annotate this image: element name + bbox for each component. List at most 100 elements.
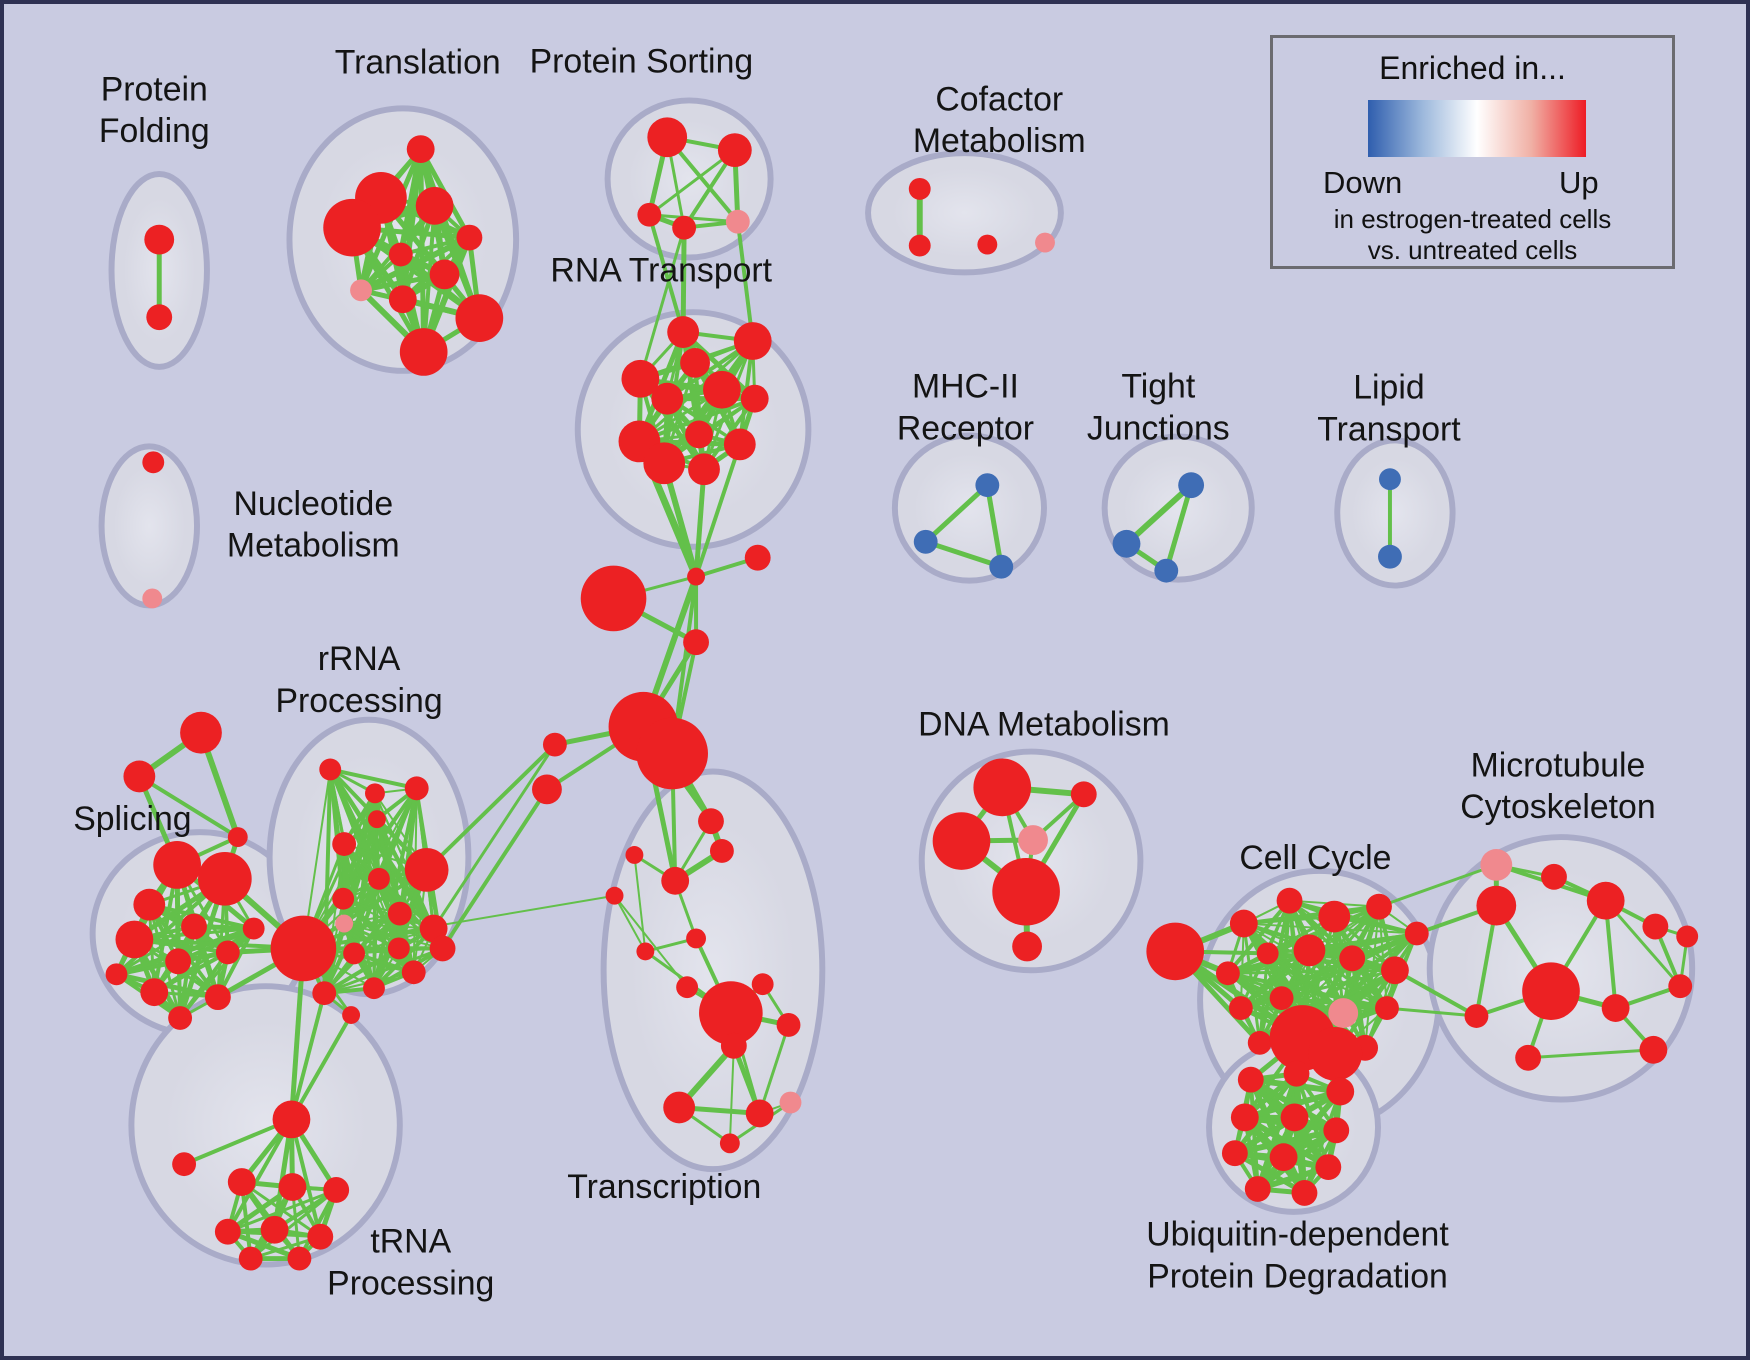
node-cc-10[interactable] — [1381, 956, 1409, 985]
node-cc-7[interactable] — [1256, 942, 1279, 965]
node-tr-2[interactable] — [661, 866, 690, 895]
node-spl-9[interactable] — [105, 963, 128, 986]
node-translation-0[interactable] — [406, 135, 435, 164]
node-rna-4[interactable] — [703, 370, 741, 409]
node-cc-4[interactable] — [1366, 893, 1392, 920]
node-tr-8[interactable] — [699, 981, 763, 1045]
node-tr-4[interactable] — [686, 928, 706, 949]
node-ps-1[interactable] — [717, 133, 752, 168]
node-mt-6[interactable] — [1668, 974, 1693, 999]
node-rna-11[interactable] — [688, 453, 720, 486]
node-cc-0[interactable] — [1146, 922, 1205, 981]
node-rna-2[interactable] — [680, 347, 710, 378]
node-mt-11[interactable] — [1464, 1004, 1489, 1028]
node-mt-10[interactable] — [1515, 1044, 1542, 1071]
node-tr-6[interactable] — [605, 886, 624, 905]
node-rna-5[interactable] — [740, 384, 769, 413]
node-rrna-6[interactable] — [368, 867, 390, 890]
node-cc-11[interactable] — [1228, 996, 1253, 1020]
node-lipid-1[interactable] — [1378, 544, 1402, 569]
node-ub-3[interactable] — [1230, 1103, 1259, 1132]
node-cc-8[interactable] — [1293, 934, 1326, 967]
node-bb-5[interactable] — [636, 717, 708, 790]
node-cofactor-1[interactable] — [908, 234, 931, 257]
node-tr-9[interactable] — [776, 1013, 801, 1037]
node-translation-9[interactable] — [455, 294, 504, 342]
node-cc-5[interactable] — [1404, 921, 1429, 946]
node-ub-0[interactable] — [1237, 1066, 1264, 1093]
node-translation-3[interactable] — [323, 198, 381, 257]
node-tr-12[interactable] — [663, 1091, 696, 1124]
node-mhc-2[interactable] — [989, 554, 1014, 579]
node-dna-5[interactable] — [1012, 931, 1043, 962]
node-cofactor-3[interactable] — [1035, 232, 1055, 253]
node-trna-6[interactable] — [260, 1215, 289, 1244]
node-rrna-10[interactable] — [335, 914, 354, 933]
node-rrna-17[interactable] — [429, 935, 456, 962]
node-rna-7[interactable] — [685, 420, 713, 449]
node-mt-2[interactable] — [1476, 885, 1517, 926]
node-ub-7[interactable] — [1269, 1143, 1298, 1172]
node-nucleotide-0[interactable] — [142, 451, 165, 474]
node-cc-14[interactable] — [1375, 996, 1399, 1020]
node-rrna-11[interactable] — [419, 914, 448, 943]
node-cc-1[interactable] — [1229, 909, 1258, 938]
node-bb-3[interactable] — [683, 629, 709, 656]
node-bb-8[interactable] — [180, 711, 222, 754]
node-spl-7[interactable] — [140, 978, 169, 1007]
node-mhc-1[interactable] — [913, 529, 938, 554]
node-rrna-9[interactable] — [270, 915, 337, 982]
node-rna-9[interactable] — [723, 428, 756, 461]
node-rrna-8[interactable] — [387, 901, 412, 926]
node-translation-4[interactable] — [456, 224, 483, 251]
node-mt-9[interactable] — [1639, 1035, 1668, 1064]
node-cc-12[interactable] — [1269, 986, 1294, 1011]
node-tr-7[interactable] — [676, 976, 699, 999]
node-rna-0[interactable] — [667, 316, 700, 348]
node-trna-9[interactable] — [287, 1246, 312, 1271]
node-bb-9[interactable] — [123, 760, 156, 793]
node-bb-0[interactable] — [687, 567, 706, 586]
node-dna-1[interactable] — [1070, 781, 1097, 808]
node-ub-10[interactable] — [1291, 1180, 1318, 1206]
node-cofactor-0[interactable] — [908, 177, 931, 200]
node-tr-5[interactable] — [636, 942, 655, 961]
node-spl-3[interactable] — [181, 913, 207, 940]
node-translation-8[interactable] — [388, 285, 417, 314]
node-spl-6[interactable] — [215, 940, 240, 965]
node-mhc-0[interactable] — [975, 473, 1000, 498]
node-ub-5[interactable] — [1323, 1117, 1350, 1144]
node-mt-5[interactable] — [1676, 925, 1699, 948]
node-tr-1[interactable] — [709, 839, 734, 863]
node-rna-6[interactable] — [651, 382, 684, 415]
node-rna-3[interactable] — [621, 359, 660, 398]
node-rrna-0[interactable] — [319, 758, 342, 781]
node-spl-8[interactable] — [204, 984, 231, 1011]
node-spl-4[interactable] — [115, 920, 154, 959]
node-bb-6[interactable] — [542, 732, 567, 757]
node-trna-0[interactable] — [272, 1100, 311, 1139]
node-mt-1[interactable] — [1541, 863, 1567, 890]
node-spl-10[interactable] — [168, 1006, 193, 1030]
node-rrna-7[interactable] — [332, 887, 355, 910]
node-rrna-16[interactable] — [401, 960, 426, 985]
node-tight-0[interactable] — [1178, 472, 1205, 499]
node-dna-0[interactable] — [973, 758, 1032, 817]
node-rrna-14[interactable] — [312, 981, 337, 1006]
node-tr-0[interactable] — [698, 808, 724, 835]
node-bb-2[interactable] — [580, 565, 647, 632]
node-ub-1[interactable] — [1283, 1060, 1310, 1087]
node-trna-4[interactable] — [323, 1177, 350, 1203]
node-rrna-2[interactable] — [404, 776, 429, 801]
node-pf-1[interactable] — [146, 304, 173, 331]
node-ps-3[interactable] — [672, 215, 697, 240]
node-rrna-1[interactable] — [365, 783, 385, 804]
node-mt-4[interactable] — [1642, 913, 1669, 940]
node-trna-8[interactable] — [238, 1246, 263, 1271]
node-tight-2[interactable] — [1154, 558, 1179, 583]
node-rrna-5[interactable] — [404, 848, 449, 892]
node-pf-0[interactable] — [144, 224, 175, 255]
node-spl-0[interactable] — [153, 841, 201, 889]
node-rrna-15[interactable] — [363, 977, 385, 1000]
node-dna-4[interactable] — [992, 857, 1060, 926]
